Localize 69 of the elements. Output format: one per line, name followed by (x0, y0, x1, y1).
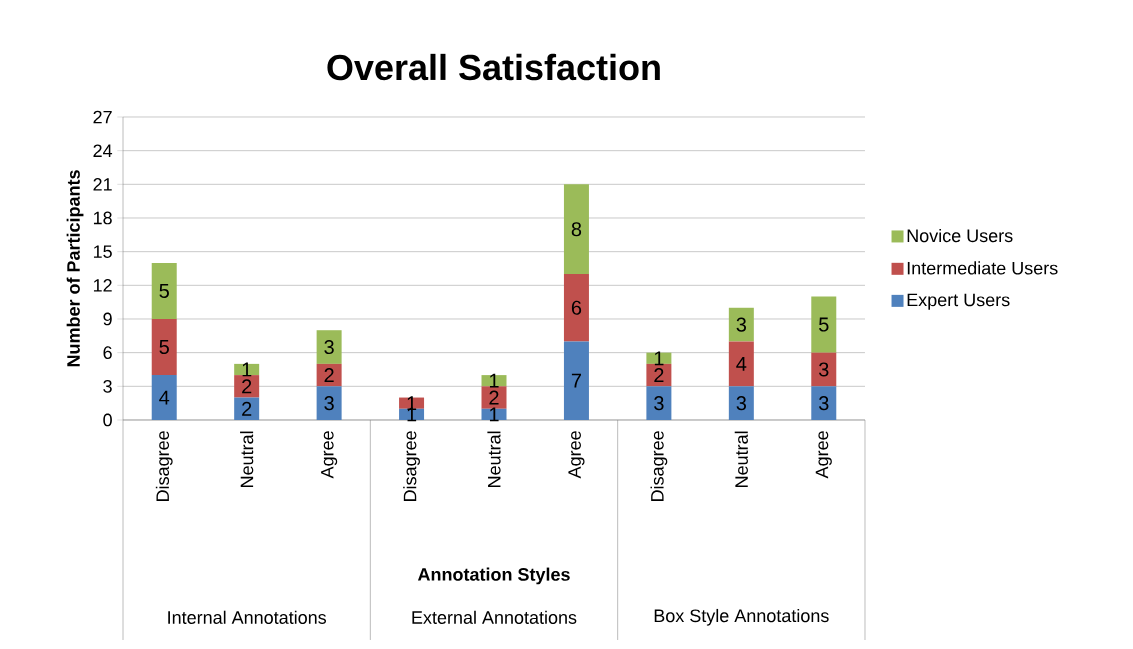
data-label: 5 (159, 340, 169, 355)
x-tick-label: Disagree (650, 431, 668, 501)
bar (728, 386, 754, 420)
legend-label: Expert Users (907, 293, 1010, 310)
data-label: 6 (571, 300, 582, 315)
y-tick-label: 12 (93, 279, 112, 292)
bar (646, 386, 672, 420)
x-tick-label: Agree (815, 431, 832, 479)
data-label: 2 (242, 379, 252, 394)
legend-label: Novice Users (907, 228, 1013, 243)
y-tick-label: 27 (93, 110, 112, 124)
data-label: 1 (489, 373, 499, 388)
y-tick-label: 9 (103, 312, 112, 326)
bar (563, 184, 589, 275)
x-tick-label: Disagree (155, 431, 173, 501)
text: Internal Annotations (168, 610, 327, 624)
data-label: 1 (489, 407, 499, 422)
y-axis-title: Number of Participants (66, 170, 84, 367)
y-tick-label: 15 (93, 245, 112, 258)
bar (316, 330, 342, 364)
y-tick-label: 18 (93, 211, 112, 225)
y-tick-label: 0 (103, 413, 112, 427)
bar (563, 341, 589, 420)
data-label: 7 (571, 373, 582, 388)
y-tick-label: 24 (93, 144, 113, 157)
x-tick-label: Neutral (734, 431, 748, 487)
data-label: 1 (654, 351, 664, 366)
data-label: 8 (571, 222, 582, 237)
bar (728, 341, 754, 387)
text: Box Style Annotations (654, 608, 829, 626)
text: External Annotations (412, 610, 577, 624)
data-label: 3 (736, 396, 747, 411)
bar (811, 386, 837, 420)
data-label: 3 (324, 396, 334, 411)
y-tick-label: 6 (103, 346, 112, 360)
data-label: 2 (242, 401, 252, 416)
bar (316, 386, 342, 420)
data-label: 3 (324, 339, 334, 355)
bar (234, 375, 260, 398)
legend-label: Intermediate Users (907, 261, 1058, 275)
bar (316, 363, 342, 387)
data-label: 1 (242, 362, 252, 377)
x-axis-title: Annotation Styles (417, 567, 570, 585)
data-label: 3 (818, 396, 829, 411)
data-label: 5 (159, 283, 169, 298)
chart-title: Overall Satisfaction (327, 53, 660, 81)
y-tick-label: 3 (103, 379, 112, 393)
data-label: 3 (736, 317, 747, 332)
x-tick-label: Agree (568, 431, 585, 479)
bar (151, 262, 177, 319)
bar (563, 274, 589, 342)
data-label: 2 (654, 368, 664, 383)
bar (811, 352, 837, 387)
y-tick-label: 21 (93, 178, 112, 191)
bar (151, 318, 177, 376)
data-label: 4 (159, 390, 170, 405)
data-label: 5 (819, 317, 829, 332)
bar (728, 307, 754, 342)
x-tick-label: Disagree (403, 431, 420, 501)
data-label: 3 (818, 362, 829, 377)
data-label: 2 (489, 390, 499, 405)
bar (811, 296, 837, 353)
data-label: 2 (324, 368, 334, 383)
bar (151, 375, 177, 420)
data-label: 3 (654, 396, 664, 411)
x-tick-label: Agree (321, 431, 338, 479)
x-tick-label: Neutral (240, 431, 254, 487)
x-tick-label: Neutral (487, 431, 501, 487)
data-label: 4 (736, 357, 747, 371)
